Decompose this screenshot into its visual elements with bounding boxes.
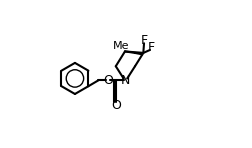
Text: O: O (111, 99, 121, 112)
Text: N: N (121, 74, 130, 87)
Text: F: F (148, 41, 155, 54)
Text: F: F (141, 34, 148, 47)
Text: O: O (103, 74, 113, 87)
Text: Me: Me (113, 41, 129, 50)
